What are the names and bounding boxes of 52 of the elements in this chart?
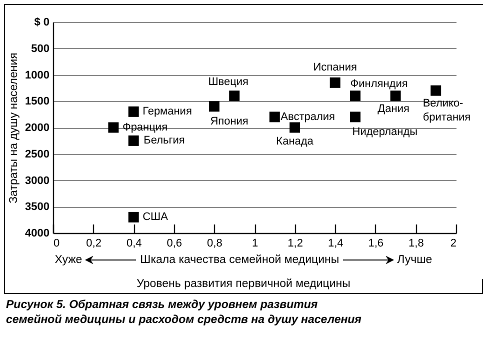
point bbox=[128, 106, 139, 117]
series-label: Велико- британия bbox=[422, 98, 471, 124]
text: Шкала качества семейной медицины bbox=[140, 254, 340, 266]
series-label: США bbox=[142, 211, 169, 224]
x-tick-label: 0 bbox=[54, 238, 60, 250]
y-tick-label: 500 bbox=[31, 42, 50, 55]
y-tick-label: 2500 bbox=[25, 148, 50, 160]
point bbox=[269, 112, 280, 122]
x-tick-label: 1,6 bbox=[368, 238, 384, 250]
point bbox=[390, 90, 401, 102]
series-label: Испания bbox=[313, 62, 357, 74]
y-axis-title: Затраты на душу населения bbox=[8, 52, 20, 204]
y-tick-label: 3500 bbox=[25, 201, 50, 214]
x-tick-label: 0,6 bbox=[166, 238, 182, 250]
y-tick-label: $ 0 bbox=[34, 16, 50, 28]
series-label: Франция bbox=[122, 122, 168, 134]
series-label: Дания bbox=[378, 102, 410, 115]
y-tick-label: 2000 bbox=[25, 122, 50, 134]
point bbox=[330, 77, 340, 88]
text: Рисунок 5. Обратная связь между уровнем развития семейной медицины и расходом средств на душу населения bbox=[6, 298, 362, 328]
point bbox=[128, 135, 139, 146]
series-label: Бельгия bbox=[144, 134, 185, 147]
point bbox=[290, 122, 300, 133]
x-tick-label: 1,2 bbox=[288, 238, 303, 250]
series-label: Япония bbox=[210, 115, 248, 128]
x-tick-label: 0,2 bbox=[86, 238, 102, 250]
series-label: Германия bbox=[142, 106, 192, 118]
y-tick-label: 1000 bbox=[25, 69, 50, 82]
y-tick-label: 4000 bbox=[25, 228, 50, 240]
series-label: Канада bbox=[276, 136, 314, 148]
y-tick-label: 1500 bbox=[25, 96, 50, 108]
text: Хуже bbox=[54, 254, 82, 266]
point bbox=[208, 101, 220, 112]
y-tick-label: 3000 bbox=[25, 174, 50, 187]
x-tick-label: 0,4 bbox=[126, 238, 142, 250]
series-label: Швеция bbox=[208, 76, 249, 88]
point bbox=[430, 85, 442, 96]
x-axis-title: Уровень развития первичной медицины bbox=[136, 278, 352, 290]
series-label: Австралия bbox=[280, 110, 336, 123]
point bbox=[108, 122, 119, 133]
point bbox=[229, 90, 240, 102]
point bbox=[350, 90, 360, 102]
text: Лучше bbox=[397, 254, 432, 266]
x-tick-label: 1 bbox=[252, 238, 258, 250]
point bbox=[350, 112, 360, 122]
series-label: Финляндия bbox=[350, 78, 408, 90]
point bbox=[128, 212, 139, 222]
x-tick-label: 2 bbox=[450, 238, 456, 250]
x-tick-label: 1,4 bbox=[328, 238, 344, 250]
series-label: Нидерланды bbox=[352, 126, 418, 138]
x-tick-label: 0,8 bbox=[207, 238, 222, 250]
x-tick-label: 1,8 bbox=[408, 238, 424, 250]
